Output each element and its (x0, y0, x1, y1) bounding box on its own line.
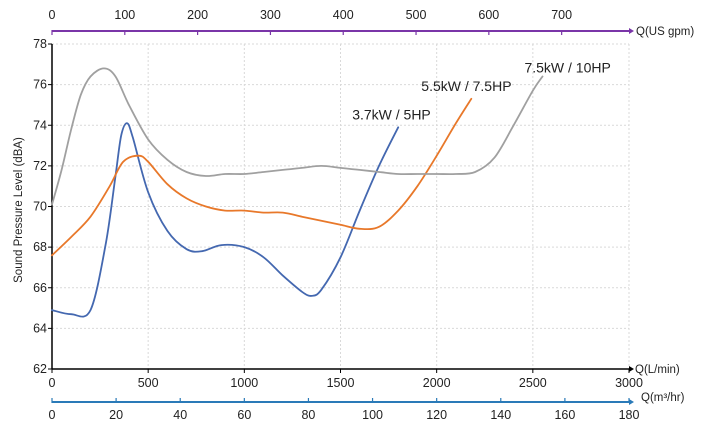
y-tick-label: 70 (33, 200, 47, 214)
y-tick-label: 66 (33, 281, 47, 295)
y-tick-label: 76 (33, 78, 47, 92)
x-m3hr-tick-label: 140 (490, 408, 511, 422)
x-m3hr-tick-label: 20 (109, 408, 123, 422)
x-usgpm-tick-label: 200 (187, 8, 208, 22)
x-m3hr-tick-label: 80 (301, 408, 315, 422)
x-usgpm-tick-label: 700 (551, 8, 572, 22)
series-line-3 (51, 67, 544, 206)
series-line-2 (51, 97, 473, 257)
x-lmin-tick-label: 2000 (423, 376, 451, 390)
x-usgpm-tick-label: 500 (406, 8, 427, 22)
x-lmin-tick-label: 3000 (615, 376, 643, 390)
x-usgpm-tick-label: 600 (478, 8, 499, 22)
x-axis-usgpm-arrow (629, 28, 634, 34)
x-m3hr-tick-label: 120 (426, 408, 447, 422)
x-lmin-tick-label: 0 (49, 376, 56, 390)
series-lines (51, 67, 544, 318)
x-axis-lmin-title: Q(L/min) (635, 364, 680, 376)
y-tick-label: 78 (33, 37, 47, 51)
y-axis-title: Sound Pressure Level (dBA) (13, 137, 25, 283)
x-lmin-tick-label: 2500 (519, 376, 547, 390)
y-tick-label: 62 (33, 362, 47, 376)
y-tick-label: 64 (33, 321, 47, 335)
series-line-1 (51, 122, 400, 318)
x-usgpm-tick-label: 100 (114, 8, 135, 22)
series-label-3: 7.5kW / 10HP (524, 60, 610, 76)
x-m3hr-tick-label: 60 (237, 408, 251, 422)
x-usgpm-tick-label: 300 (260, 8, 281, 22)
series-label-2: 5.5kW / 7.5HP (421, 78, 511, 94)
x-usgpm-tick-label: 0 (49, 8, 56, 22)
x-lmin-tick-label: 500 (138, 376, 159, 390)
series-label-1: 3.7kW / 5HP (352, 106, 431, 122)
y-tick-label: 72 (33, 159, 47, 173)
x-usgpm-tick-label: 400 (333, 8, 354, 22)
x-axis-m3hr-title: Q(m³/hr) (641, 392, 685, 404)
x-lmin-tick-label: 1500 (327, 376, 355, 390)
gridlines (52, 43, 630, 369)
x-lmin-tick-label: 1000 (230, 376, 258, 390)
x-m3hr-tick-label: 40 (173, 408, 187, 422)
x-m3hr-tick-label: 180 (619, 408, 640, 422)
x-axis-usgpm-title: Q(US gpm) (636, 26, 694, 38)
x-m3hr-tick-label: 0 (49, 408, 56, 422)
y-tick-label: 74 (33, 118, 47, 132)
y-tick-label: 68 (33, 240, 47, 254)
x-axis-m3hr-arrow (629, 399, 634, 405)
x-axis-lmin-arrow (629, 366, 634, 372)
series-labels: 3.7kW / 5HP 5.5kW / 7.5HP 7.5kW / 10HP (352, 60, 611, 123)
x-m3hr-tick-label: 160 (554, 408, 575, 422)
x-m3hr-tick-label: 100 (362, 408, 383, 422)
